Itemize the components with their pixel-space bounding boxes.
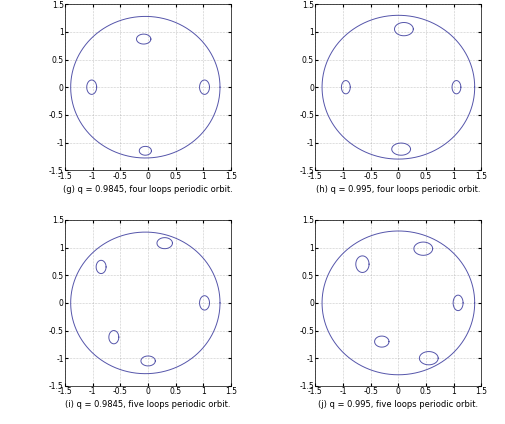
X-axis label: (h) q = 0.995, four loops periodic orbit.: (h) q = 0.995, four loops periodic orbit… [316,185,480,194]
X-axis label: (i) q = 0.9845, five loops periodic orbit.: (i) q = 0.9845, five loops periodic orbi… [65,400,230,410]
X-axis label: (j) q = 0.995, five loops periodic orbit.: (j) q = 0.995, five loops periodic orbit… [318,400,478,410]
X-axis label: (g) q = 0.9845, four loops periodic orbit.: (g) q = 0.9845, four loops periodic orbi… [63,185,233,194]
